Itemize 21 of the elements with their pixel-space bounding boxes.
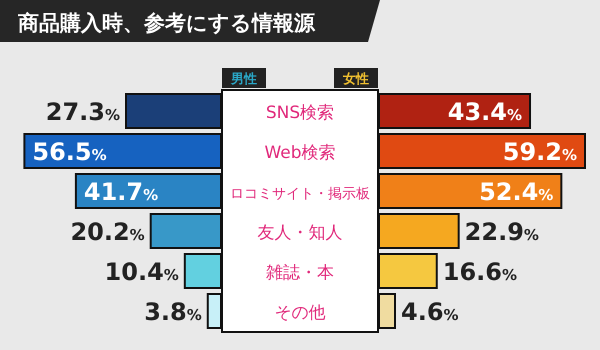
- y-tick-label: 雑誌・本: [266, 263, 334, 283]
- series-label: 女性: [342, 72, 369, 87]
- y-tick-label: SNS検索: [266, 103, 334, 123]
- data-label: 10.4%: [104, 258, 179, 286]
- data-label: 59.2%: [502, 138, 577, 166]
- data-label: 22.9%: [464, 218, 539, 246]
- data-label: 41.7%: [84, 178, 158, 206]
- y-tick-label: 友人・知人: [258, 223, 342, 243]
- data-label: 20.2%: [70, 218, 145, 246]
- data-label: 56.5%: [32, 138, 107, 166]
- y-tick-label: ロコミサイト・掲示板: [230, 186, 370, 202]
- series-label: 男性: [230, 72, 257, 87]
- data-label: 52.4%: [479, 178, 554, 206]
- data-label: 43.4%: [448, 98, 522, 126]
- y-tick-label: Web検索: [264, 143, 336, 163]
- data-label: 27.3%: [46, 98, 120, 126]
- chart-title: 商品購入時、参考にする情報源: [17, 11, 316, 35]
- data-label: 16.6%: [442, 258, 518, 286]
- y-tick-label: その他: [274, 303, 326, 323]
- data-label: 4.6%: [401, 298, 459, 326]
- data-label: 3.8%: [144, 298, 202, 326]
